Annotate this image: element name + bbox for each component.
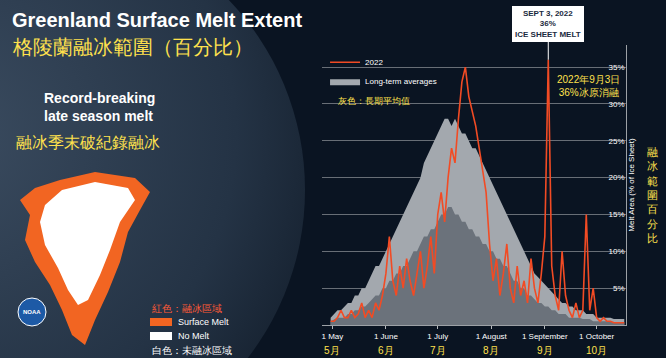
svg-text:格陵蘭融冰範圍（百分比）: 格陵蘭融冰範圍（百分比） — [12, 36, 253, 58]
svg-text:5%: 5% — [613, 284, 625, 293]
svg-text:35%: 35% — [609, 63, 625, 72]
svg-text:Melt Area (% of Ice Sheet): Melt Area (% of Ice Sheet) — [627, 138, 636, 232]
svg-text:2022: 2022 — [365, 58, 383, 67]
svg-text:1 August: 1 August — [476, 332, 508, 341]
svg-text:白色：未融冰區域: 白色：未融冰區域 — [152, 345, 232, 356]
svg-text:10月: 10月 — [586, 345, 607, 356]
svg-text:25%: 25% — [609, 137, 625, 146]
svg-text:No Melt: No Melt — [178, 331, 210, 341]
svg-text:1 June: 1 June — [374, 332, 399, 341]
svg-text:Surface Melt: Surface Melt — [178, 317, 229, 327]
svg-text:Greenland Surface Melt Extent: Greenland Surface Melt Extent — [12, 9, 302, 31]
svg-text:NOAA: NOAA — [23, 309, 41, 315]
svg-text:20%: 20% — [609, 173, 625, 182]
svg-text:灰色：長期平均值: 灰色：長期平均值 — [338, 96, 410, 106]
svg-text:融冰範圍百分比: 融冰範圍百分比 — [647, 146, 658, 244]
svg-text:15%: 15% — [609, 210, 625, 219]
svg-text:Long-term averages: Long-term averages — [365, 77, 437, 86]
svg-text:1 September: 1 September — [522, 332, 568, 341]
svg-text:1 July: 1 July — [427, 332, 448, 341]
svg-text:紅色：融冰區域: 紅色：融冰區域 — [152, 303, 222, 314]
svg-text:6月: 6月 — [378, 345, 394, 356]
svg-text:8月: 8月 — [483, 345, 499, 356]
svg-text:Record-breakinglate season mel: Record-breakinglate season melt — [44, 90, 155, 124]
svg-text:融冰季末破紀錄融冰: 融冰季末破紀錄融冰 — [16, 134, 160, 151]
svg-text:SEPT 3, 202236%ICE SHEET MELT: SEPT 3, 202236%ICE SHEET MELT — [515, 9, 581, 39]
svg-text:1 May: 1 May — [321, 332, 343, 341]
svg-text:2022年9月3日36%冰原消融: 2022年9月3日36%冰原消融 — [557, 74, 620, 98]
svg-text:9月: 9月 — [537, 345, 553, 356]
svg-text:7月: 7月 — [430, 345, 446, 356]
svg-text:10%: 10% — [609, 247, 625, 256]
svg-text:30%: 30% — [609, 100, 625, 109]
svg-text:1 October: 1 October — [579, 332, 614, 341]
svg-text:5月: 5月 — [324, 345, 340, 356]
